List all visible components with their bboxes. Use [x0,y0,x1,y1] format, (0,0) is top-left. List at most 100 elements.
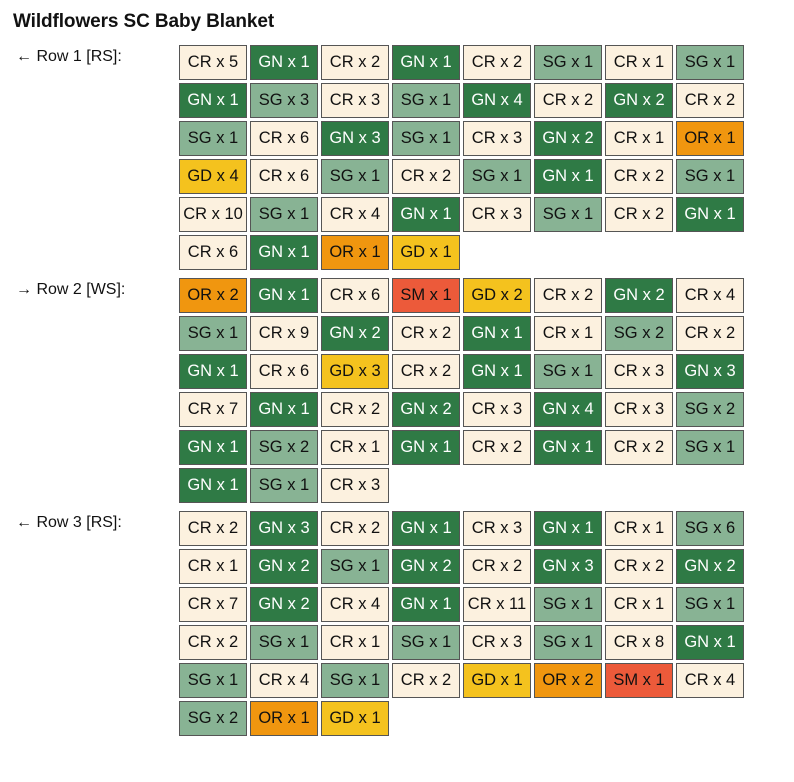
stitch-cell: CR x 2 [605,549,673,584]
stitch-cell: SG x 1 [392,121,460,156]
stitch-cell: CR x 2 [605,197,673,232]
stitch-cell: GN x 1 [392,587,460,622]
pattern-rows: ← Row 1 [RS]: CR x 5 GN x 1 CR x 2 GN x 1 CR … [13,45,794,739]
stitch-cell: CR x 2 [392,159,460,194]
stitch-cell: SG x 1 [179,316,247,351]
stitch-cell: CR x 3 [321,83,389,118]
stitch-cell: GN x 1 [179,468,247,503]
stitch-cell: CR x 2 [179,625,247,660]
stitch-cell: GN x 2 [605,278,673,313]
stitch-cell: CR x 3 [463,121,531,156]
stitch-cell: GN x 2 [605,83,673,118]
pattern-row-2: → Row 2 [WS]: OR x 2 GN x 1 CR x 6 SM x 1 GD … [13,278,794,506]
stitch-cell: GN x 2 [392,549,460,584]
stitch-cell: GN x 2 [250,549,318,584]
stitch-line: GN x 1 SG x 1 CR x 3 [179,468,747,503]
stitch-cell: SG x 1 [250,625,318,660]
stitch-cell: CR x 7 [179,392,247,427]
stitch-cell: SG x 2 [605,316,673,351]
stitch-cell: CR x 3 [463,197,531,232]
stitch-cell: CR x 1 [605,587,673,622]
stitch-cell: CR x 2 [321,45,389,80]
stitch-cell: OR x 2 [534,663,602,698]
stitch-cell: CR x 2 [676,316,744,351]
stitch-cell: CR x 9 [250,316,318,351]
stitch-cell: GN x 3 [321,121,389,156]
stitch-cell: SG x 1 [534,45,602,80]
page-title: Wildflowers SC Baby Blanket [13,11,275,32]
stitch-cell: GD x 3 [321,354,389,389]
stitch-line: CR x 7 GN x 1 CR x 2 GN x 2 CR x 3 GN x 4 CR x… [179,392,747,427]
row-label: ← Row 3 [RS]: [16,514,122,531]
stitch-cell: SG x 1 [250,468,318,503]
stitch-line: CR x 5 GN x 1 CR x 2 GN x 1 CR x 2 SG x 1 CR x… [179,45,747,80]
stitch-cell: GN x 1 [463,354,531,389]
pattern-row-1: ← Row 1 [RS]: CR x 5 GN x 1 CR x 2 GN x 1 CR … [13,45,794,273]
stitch-cell: CR x 2 [392,316,460,351]
stitch-cell: GN x 1 [534,159,602,194]
stitch-cell: SG x 1 [534,197,602,232]
stitch-cell: GN x 2 [321,316,389,351]
stitch-cell: CR x 2 [676,83,744,118]
stitch-cell: CR x 6 [250,121,318,156]
stitch-cell: CR x 3 [605,392,673,427]
stitch-cell: GD x 4 [179,159,247,194]
stitch-cell: SG x 1 [392,625,460,660]
stitch-cell: GN x 1 [250,392,318,427]
stitch-line: CR x 6 GN x 1 OR x 1 GD x 1 [179,235,747,270]
stitch-cell: CR x 11 [463,587,531,622]
stitch-cell: CR x 6 [179,235,247,270]
stitch-cell: GN x 4 [463,83,531,118]
stitch-cell: GD x 2 [463,278,531,313]
stitch-cell: SG x 2 [676,392,744,427]
stitch-cell: SG x 1 [463,159,531,194]
stitch-cell: CR x 10 [179,197,247,232]
stitch-cell: SG x 2 [250,430,318,465]
stitch-cell: CR x 3 [463,511,531,546]
stitch-cell: OR x 1 [321,235,389,270]
stitch-line: CR x 2 SG x 1 CR x 1 SG x 1 CR x 3 SG x 1 CR x… [179,625,747,660]
stitch-cell: CR x 1 [321,625,389,660]
stitch-cell: GN x 1 [463,316,531,351]
stitch-cell: OR x 2 [179,278,247,313]
stitch-cell: GN x 1 [250,278,318,313]
stitch-cell: GD x 1 [392,235,460,270]
stitch-cell: SG x 1 [321,663,389,698]
stitch-cell: SM x 1 [605,663,673,698]
stitch-cell: CR x 2 [463,549,531,584]
stitch-cell: CR x 2 [534,83,602,118]
stitch-cell: SG x 1 [321,549,389,584]
stitch-cell: CR x 2 [463,430,531,465]
stitch-cell: OR x 1 [676,121,744,156]
stitch-cell: GN x 1 [392,511,460,546]
stitch-cell: CR x 2 [605,159,673,194]
stitch-cell: SG x 1 [676,45,744,80]
stitch-cell: CR x 2 [605,430,673,465]
row-label: → Row 2 [WS]: [16,281,126,298]
stitch-line: CR x 1 GN x 2 SG x 1 GN x 2 CR x 2 GN x 3 CR x… [179,549,747,584]
stitch-cell: SG x 1 [179,121,247,156]
stitch-grid: OR x 2 GN x 1 CR x 6 SM x 1 GD x 2 CR x 2 GN x… [179,278,747,506]
stitch-cell: GN x 1 [534,511,602,546]
stitch-cell: GN x 1 [392,45,460,80]
stitch-cell: CR x 4 [321,197,389,232]
row-label: ← Row 1 [RS]: [16,48,122,65]
stitch-cell: GN x 1 [250,235,318,270]
stitch-line: SG x 1 CR x 4 SG x 1 CR x 2 GD x 1 OR x 2 SM x… [179,663,747,698]
stitch-cell: CR x 3 [321,468,389,503]
stitch-line: GD x 4 CR x 6 SG x 1 CR x 2 SG x 1 GN x 1 CR x… [179,159,747,194]
stitch-cell: GN x 1 [179,83,247,118]
stitch-cell: CR x 3 [605,354,673,389]
stitch-cell: SG x 2 [179,701,247,736]
stitch-cell: GN x 4 [534,392,602,427]
stitch-cell: CR x 8 [605,625,673,660]
stitch-cell: CR x 1 [605,511,673,546]
stitch-grid: CR x 2 GN x 3 CR x 2 GN x 1 CR x 3 GN x 1 CR x… [179,511,747,739]
stitch-cell: CR x 1 [534,316,602,351]
stitch-line: CR x 7 GN x 2 CR x 4 GN x 1 CR x 11 SG x 1 CR … [179,587,747,622]
stitch-cell: SG x 1 [392,83,460,118]
stitch-cell: SG x 1 [676,430,744,465]
stitch-cell: SM x 1 [392,278,460,313]
stitch-cell: GN x 1 [534,430,602,465]
